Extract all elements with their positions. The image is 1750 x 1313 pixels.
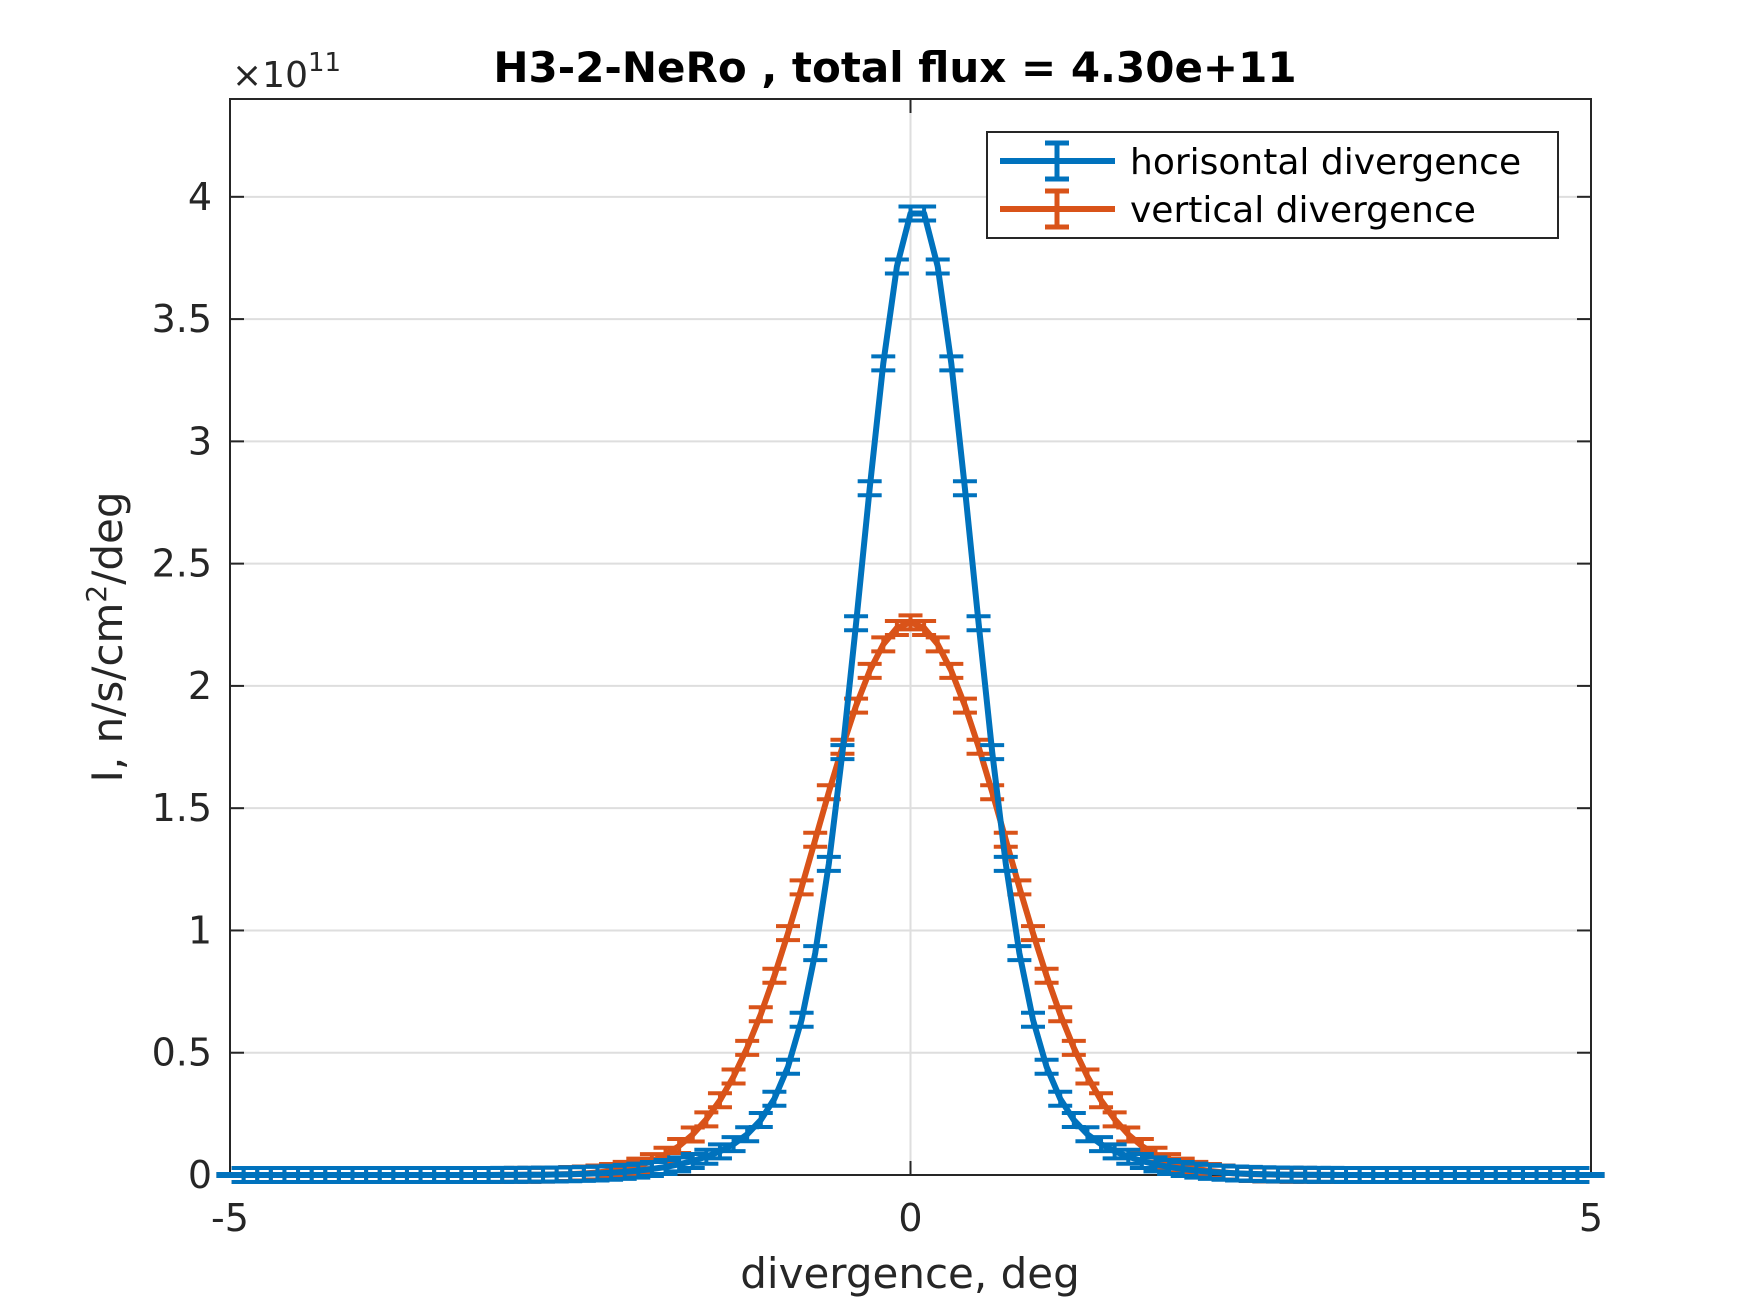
error-bar [1116, 1125, 1141, 1144]
y-tick-label: 1.5 [152, 786, 212, 830]
y-axis-label: I, n/s/cm2/deg [80, 491, 132, 782]
x-tick-label: -5 [211, 1196, 249, 1240]
error-bar [1048, 1089, 1073, 1108]
error-bar [1565, 1166, 1590, 1184]
y-tick-labels: 0 0.5 1 1.5 2 2.5 3 3.5 4 [152, 175, 212, 1197]
error-bar [925, 257, 950, 276]
error-bar [789, 878, 814, 897]
series-horisontal [216, 204, 1605, 1184]
y-axis-label-superscript: 2 [80, 585, 113, 603]
error-bar [707, 1091, 732, 1110]
error-bar [748, 1005, 773, 1024]
error-bar [1116, 1147, 1141, 1166]
y-tick-label: 1 [188, 908, 212, 952]
error-bar [803, 944, 828, 963]
y-axis-label-main: I, n/s/cm [83, 603, 132, 783]
error-bar [898, 613, 923, 632]
error-bar [816, 854, 841, 873]
error-bar [993, 854, 1018, 873]
error-bar [1143, 1155, 1168, 1174]
error-bar [966, 737, 991, 756]
error-bar [667, 1155, 692, 1174]
error-bar [1102, 1142, 1127, 1161]
error-bar [871, 635, 896, 654]
error-bar [1129, 1151, 1154, 1170]
error-bar [1034, 966, 1059, 985]
exponent-base: ×10 [232, 55, 308, 96]
error-bar [762, 966, 787, 985]
error-bar [912, 204, 937, 223]
error-bar [912, 618, 937, 637]
error-bar [776, 924, 801, 943]
error-bar [952, 696, 977, 715]
legend-entry: horisontal divergence [1000, 140, 1521, 183]
y-axis-label-tail: /deg [83, 491, 132, 584]
error-bar [844, 614, 869, 633]
x-tick-label: 0 [898, 1196, 922, 1240]
y-tick-label: 2.5 [152, 542, 212, 586]
error-bar [952, 479, 977, 498]
y-axis-exponent: ×1011 [232, 48, 341, 96]
error-bar [1020, 1010, 1045, 1029]
error-bar [721, 1135, 746, 1154]
error-bar [884, 257, 909, 276]
error-bar [1061, 1038, 1086, 1057]
error-bar [1157, 1157, 1182, 1176]
error-bar [1075, 1067, 1100, 1086]
grid [229, 99, 1592, 1176]
error-bar [980, 743, 1005, 762]
error-bar [789, 1010, 814, 1029]
error-bar [1048, 1005, 1073, 1024]
error-bar [925, 635, 950, 654]
error-bar [803, 830, 828, 849]
y-tick-label: 3.5 [152, 297, 212, 341]
series-layer [216, 204, 1605, 1184]
x-tick-labels: -5 0 5 [211, 1196, 1603, 1240]
error-bar [639, 1160, 664, 1179]
error-bar [884, 618, 909, 637]
error-bar [1007, 944, 1032, 963]
error-bar [857, 479, 882, 498]
legend: horisontal divergence vertical divergence [986, 131, 1559, 239]
error-bar [1075, 1125, 1100, 1144]
error-bar [694, 1110, 719, 1129]
error-bar [966, 614, 991, 633]
legend-label: horisontal divergence [1130, 142, 1521, 183]
legend-label: vertical divergence [1130, 190, 1476, 231]
error-bar [871, 354, 896, 373]
y-tick-label: 4 [188, 175, 212, 219]
error-bar [1089, 1091, 1114, 1110]
error-bar [857, 661, 882, 680]
error-bar [939, 661, 964, 680]
error-bar [707, 1142, 732, 1161]
error-bar [721, 1067, 746, 1086]
error-bar [939, 354, 964, 373]
error-bar [776, 1057, 801, 1076]
error-bar [1089, 1135, 1114, 1154]
error-bar [762, 1089, 787, 1108]
x-axis-label: divergence, deg [740, 1249, 1079, 1298]
x-tick-label: 5 [1579, 1196, 1603, 1240]
legend-entry: vertical divergence [1000, 188, 1476, 231]
error-bar [748, 1110, 773, 1129]
error-bar [1034, 1057, 1059, 1076]
error-bar [1020, 924, 1045, 943]
error-bar [830, 743, 855, 762]
y-tick-label: 0 [188, 1153, 212, 1197]
plot-area [229, 98, 1592, 1176]
error-bar [680, 1151, 705, 1170]
legend-box [986, 131, 1559, 239]
exponent-power: 11 [308, 48, 341, 78]
error-bar [694, 1147, 719, 1166]
error-bar [735, 1038, 760, 1057]
y-tick-label: 2 [188, 664, 212, 708]
error-bar [653, 1157, 678, 1176]
chart-title: H3-2-NeRo , total flux = 4.30e+11 [493, 43, 1296, 92]
y-tick-label: 0.5 [152, 1031, 212, 1075]
y-tick-label: 3 [188, 419, 212, 463]
